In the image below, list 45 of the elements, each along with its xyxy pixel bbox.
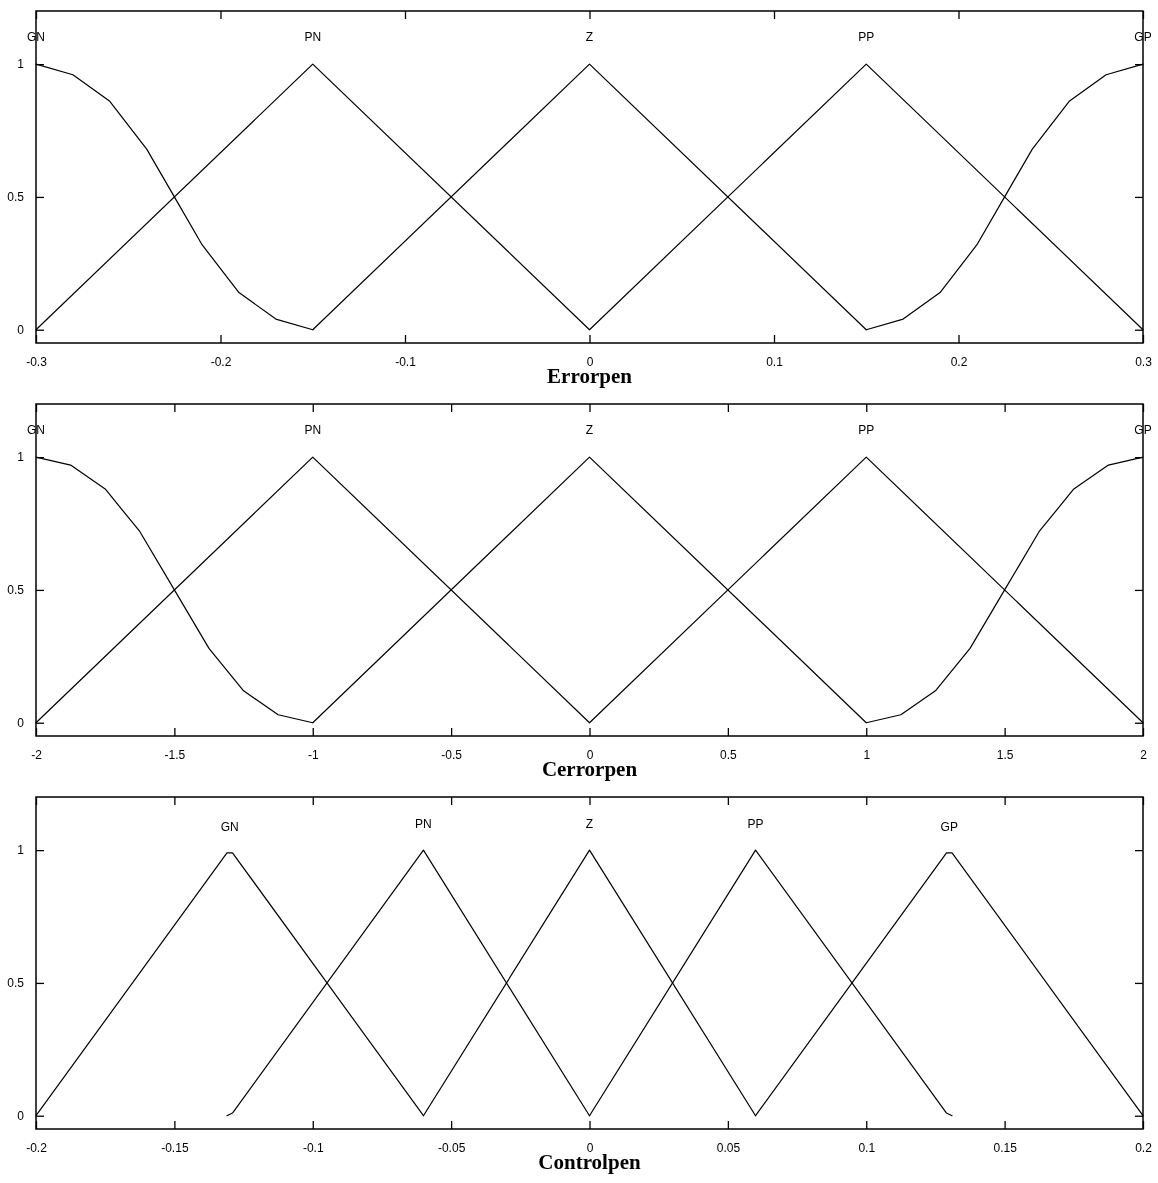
x-tick-label: -0.05 (437, 1140, 466, 1155)
y-tick-label: 0.5 (7, 190, 25, 205)
x-tick-label: -0.5 (441, 747, 463, 762)
x-tick-label: 0.15 (993, 1140, 1018, 1155)
x-tick-label: -1 (307, 747, 319, 762)
series-label: PN (304, 30, 322, 45)
x-tick-label: 0.1 (766, 354, 784, 369)
x-tick-label: 0.2 (1135, 1140, 1153, 1155)
y-tick-label: 0 (17, 1109, 25, 1124)
x-tick-label: -2 (31, 747, 43, 762)
x-tick-label: 0.5 (720, 747, 738, 762)
series-label: GP (940, 819, 958, 834)
x-tick-label: 1.5 (996, 747, 1014, 762)
x-tick-label: 0.3 (1135, 354, 1153, 369)
y-tick-label: 0.5 (7, 583, 25, 598)
legend-label: Z (585, 30, 594, 45)
x-tick-label: -1.5 (164, 747, 186, 762)
x-tick-label: 0.1 (858, 1140, 876, 1155)
x-tick-label: -0.2 (26, 1140, 48, 1155)
x-tick-label: -0.2 (210, 354, 232, 369)
y-tick-label: 1 (17, 450, 25, 465)
y-tick-label: 1 (17, 57, 25, 72)
x-tick-label: 0.05 (716, 1140, 741, 1155)
y-tick-label: 0 (17, 716, 25, 731)
series-label: PP (747, 817, 764, 832)
x-tick-label: -0.1 (302, 1140, 324, 1155)
legend-label: PN (304, 423, 322, 438)
legend-label: PP (858, 423, 875, 438)
x-tick-label: -0.1 (395, 354, 417, 369)
x-tick-label: 0 (586, 354, 594, 369)
series-label: PN (415, 817, 432, 832)
series-label: GN (220, 819, 239, 834)
y-tick-label: 0.5 (7, 976, 25, 991)
y-tick-label: 1 (17, 843, 25, 858)
x-tick-label: -0.3 (26, 354, 48, 369)
legend-label: Z (585, 423, 594, 438)
x-tick-label: 0 (586, 1140, 594, 1155)
x-tick-label: 0 (586, 747, 594, 762)
x-tick-label: 0.2 (950, 354, 968, 369)
x-tick-label: 1 (863, 747, 871, 762)
x-tick-label: 2 (1140, 747, 1148, 762)
x-tick-label: -0.15 (161, 1140, 189, 1155)
legend-label: Z (585, 817, 594, 832)
y-tick-label: 0 (17, 323, 25, 338)
series-label: PP (858, 30, 875, 45)
